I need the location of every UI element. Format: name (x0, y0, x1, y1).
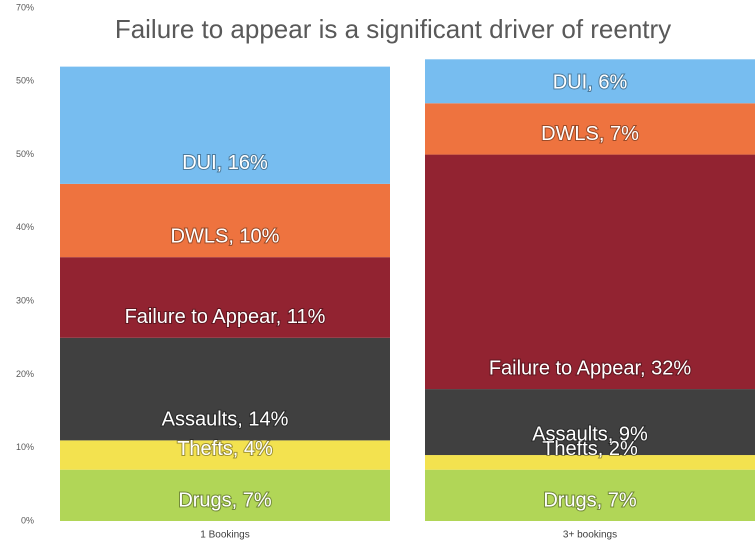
bar-segment (425, 59, 755, 104)
bar-segment (60, 440, 390, 470)
y-tick-label: 50% (16, 76, 34, 86)
bar-segment (425, 154, 755, 390)
data-label: Assaults, 9% (532, 423, 648, 445)
bar-segment (425, 455, 755, 470)
bar-segment (425, 389, 755, 456)
data-label: DWLS, 10% (171, 225, 280, 247)
chart-title: Failure to appear is a significant drive… (115, 14, 671, 44)
data-label: Failure to Appear, 11% (125, 306, 326, 328)
bar-segment (60, 469, 390, 521)
bar-segment (425, 103, 755, 155)
bar-segment (60, 257, 390, 338)
y-tick-label: 10% (16, 442, 34, 452)
bar-segment (60, 183, 390, 258)
data-label: Thefts, 4% (177, 438, 273, 460)
data-label: Failure to Appear, 32% (489, 357, 692, 379)
x-tick-label: 3+ bookings (563, 530, 617, 541)
data-label: Thefts, 2% (542, 438, 638, 460)
y-tick-label: 40% (16, 222, 34, 232)
y-tick-label: 30% (16, 296, 34, 306)
data-label: DUI, 16% (182, 152, 268, 174)
data-label: Drugs, 7% (543, 489, 637, 511)
bar-segment (60, 337, 390, 441)
y-tick-label: 20% (16, 369, 34, 379)
data-label: Drugs, 7% (178, 489, 272, 511)
y-tick-label: 70% (16, 2, 34, 12)
x-tick-label: 1 Bookings (200, 530, 249, 541)
bar-segment (60, 66, 390, 184)
y-tick-label: 0% (21, 515, 34, 525)
data-label: DUI, 6% (553, 72, 628, 94)
data-label: Assaults, 14% (162, 409, 289, 431)
bar-segment (425, 469, 755, 521)
y-tick-label: 50% (16, 149, 34, 159)
data-label: DWLS, 7% (541, 123, 639, 145)
